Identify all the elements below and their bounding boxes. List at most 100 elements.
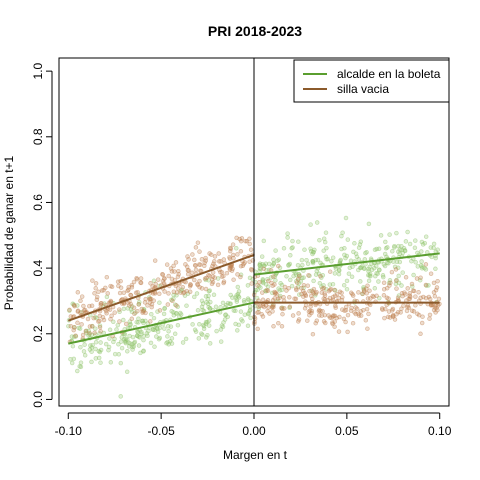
scatter-point-series-0 [308, 222, 313, 227]
scatter-point-series-1 [96, 289, 101, 295]
scatter-point-series-0 [220, 300, 226, 306]
scatter-point-series-0 [78, 344, 83, 350]
scatter-point-series-1 [185, 271, 191, 277]
scatter-point-series-0 [397, 259, 403, 265]
scatter-point-series-1 [407, 293, 412, 298]
scatter-point-series-1 [153, 281, 158, 287]
scatter-point-series-1 [131, 305, 137, 311]
scatter-point-series-0 [123, 340, 129, 346]
scatter-point-series-1 [209, 252, 214, 257]
scatter-point-series-1 [79, 322, 84, 327]
y-tick-label: 1.0 [31, 62, 45, 79]
scatter-point-series-0 [130, 334, 136, 340]
scatter-point-series-1 [230, 252, 236, 258]
scatter-point-series-1 [202, 260, 207, 266]
scatter-point-series-0 [124, 369, 130, 375]
scatter-point-series-1 [197, 284, 202, 290]
scatter-point-series-0 [116, 352, 122, 357]
scatter-point-series-0 [393, 281, 399, 287]
scatter-point-series-0 [242, 312, 248, 317]
scatter-point-series-1 [405, 286, 410, 291]
scatter-point-series-0 [290, 245, 295, 250]
scatter-point-series-0 [201, 326, 207, 332]
scatter-point-series-0 [277, 288, 283, 293]
scatter-point-series-0 [431, 241, 437, 247]
scatter-point-series-0 [435, 247, 440, 252]
scatter-point-series-1 [123, 321, 129, 327]
scatter-point-series-1 [94, 297, 100, 303]
scatter-point-series-1 [210, 274, 216, 279]
scatter-point-series-0 [231, 308, 237, 313]
scatter-point-series-1 [78, 298, 83, 304]
scatter-point-series-1 [363, 318, 369, 323]
scatter-point-series-0 [260, 279, 265, 285]
scatter-point-series-1 [389, 308, 395, 313]
scatter-point-series-0 [204, 335, 209, 340]
scatter-point-series-0 [344, 278, 350, 284]
scatter-point-series-0 [358, 279, 363, 284]
scatter-point-series-1 [155, 277, 161, 282]
scatter-point-series-0 [378, 233, 384, 238]
scatter-point-series-1 [152, 258, 158, 263]
scatter-point-series-1 [394, 286, 399, 291]
scatter-point-series-0 [403, 239, 409, 244]
scatter-point-series-1 [261, 266, 266, 272]
scatter-point-series-1 [339, 297, 345, 303]
scatter-point-series-1 [387, 283, 392, 288]
scatter-point-series-1 [332, 287, 337, 293]
scatter-point-series-1 [218, 269, 223, 275]
scatter-point-series-0 [121, 317, 126, 323]
scatter-point-series-1 [227, 255, 232, 260]
scatter-point-series-1 [333, 305, 338, 310]
scatter-point-series-1 [197, 249, 202, 254]
scatter-point-series-1 [341, 316, 347, 322]
scatter-point-series-0 [169, 341, 175, 346]
scatter-point-series-1 [79, 294, 85, 299]
scatter-point-series-1 [189, 270, 195, 276]
scatter-point-series-1 [327, 269, 333, 274]
scatter-point-series-1 [321, 285, 327, 291]
scatter-point-series-0 [106, 344, 112, 350]
scatter-point-series-1 [221, 257, 227, 262]
scatter-point-series-0 [399, 283, 404, 288]
scatter-point-series-0 [266, 261, 272, 267]
scatter-point-series-1 [176, 272, 181, 277]
scatter-point-series-0 [154, 334, 159, 339]
scatter-point-series-1 [318, 308, 323, 314]
scatter-point-series-1 [193, 267, 199, 273]
scatter-point-series-0 [68, 356, 73, 362]
scatter-point-series-0 [200, 332, 205, 337]
scatter-point-series-0 [69, 360, 75, 366]
scatter-point-series-1 [105, 291, 110, 296]
scatter-point-series-1 [75, 320, 80, 326]
scatter-point-series-1 [117, 319, 122, 324]
scatter-point-series-1 [199, 257, 205, 262]
scatter-point-series-1 [294, 287, 299, 293]
scatter-point-series-0 [184, 303, 189, 308]
scatter-point-series-0 [339, 233, 344, 239]
scatter-point-series-1 [423, 262, 429, 267]
scatter-point-series-1 [348, 308, 354, 313]
scatter-point-series-1 [353, 311, 358, 317]
scatter-point-series-1 [296, 311, 301, 316]
scatter-point-series-0 [156, 336, 162, 342]
scatter-point-series-0 [236, 293, 241, 299]
scatter-point-series-1 [97, 324, 103, 330]
scatter-point-series-0 [114, 327, 119, 332]
scatter-point-series-1 [367, 288, 372, 293]
scatter-point-series-0 [284, 274, 289, 279]
scatter-point-series-1 [108, 316, 113, 322]
scatter-point-series-1 [127, 303, 132, 308]
scatter-point-series-0 [366, 278, 372, 284]
scatter-point-series-0 [82, 342, 87, 347]
scatter-point-series-1 [389, 269, 395, 275]
scatter-point-series-0 [279, 282, 285, 288]
scatter-point-series-1 [401, 303, 406, 308]
scatter-point-series-0 [342, 252, 347, 258]
scatter-point-series-1 [174, 303, 179, 308]
scatter-point-series-1 [157, 308, 163, 313]
scatter-point-series-0 [180, 340, 186, 345]
scatter-point-series-0 [75, 368, 80, 374]
scatter-point-series-0 [236, 322, 242, 328]
